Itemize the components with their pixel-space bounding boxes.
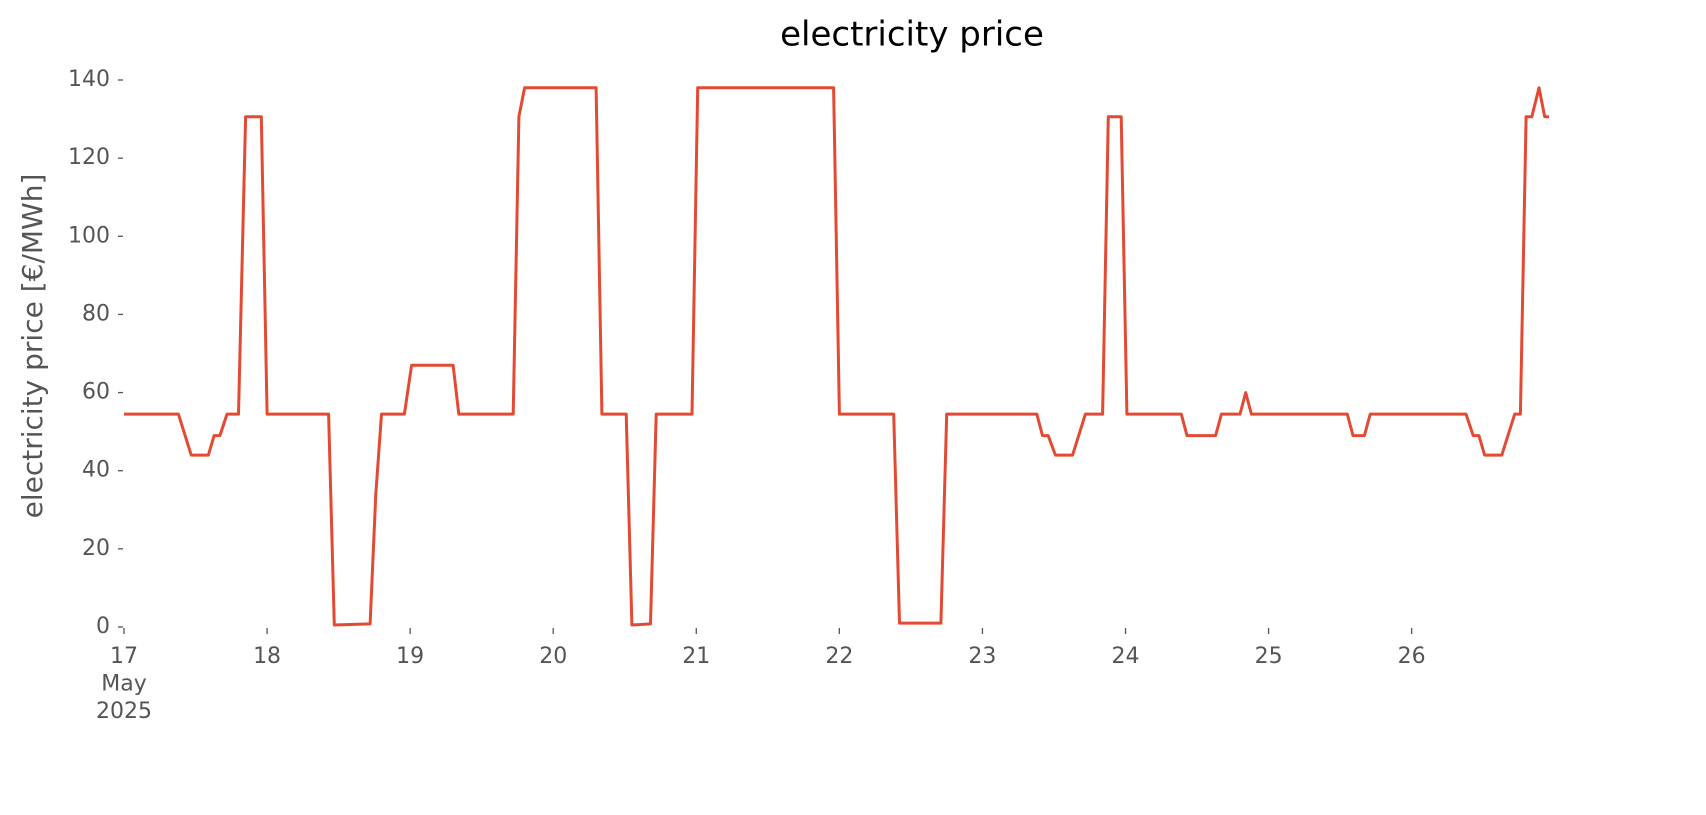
y-tick-label: 20 — [82, 536, 110, 561]
x-tick-label: 22 — [825, 644, 853, 669]
y-tick-label: 0 — [96, 614, 110, 639]
y-axis-label: electricity price [€/MWh] — [16, 174, 49, 519]
y-tick-label: 120 — [68, 145, 110, 170]
chart-title: electricity price — [780, 15, 1044, 55]
x-tick-label: 17 May 2025 — [96, 644, 152, 724]
x-tick-label: 19 — [396, 644, 424, 669]
y-tick-label: 100 — [68, 223, 110, 248]
x-tick-label: 23 — [968, 644, 996, 669]
x-tick-label: 25 — [1255, 644, 1283, 669]
y-tick-label: 140 — [68, 67, 110, 92]
x-tick-label: 20 — [539, 644, 567, 669]
x-tick-label: 24 — [1112, 644, 1140, 669]
x-tick-label: 26 — [1398, 644, 1426, 669]
price-line — [124, 86, 1549, 627]
x-tick-label: 21 — [682, 644, 710, 669]
y-tick-label: 80 — [82, 301, 110, 326]
y-tick-label: 40 — [82, 458, 110, 483]
y-tick-label: 60 — [82, 380, 110, 405]
x-tick-label: 18 — [253, 644, 281, 669]
